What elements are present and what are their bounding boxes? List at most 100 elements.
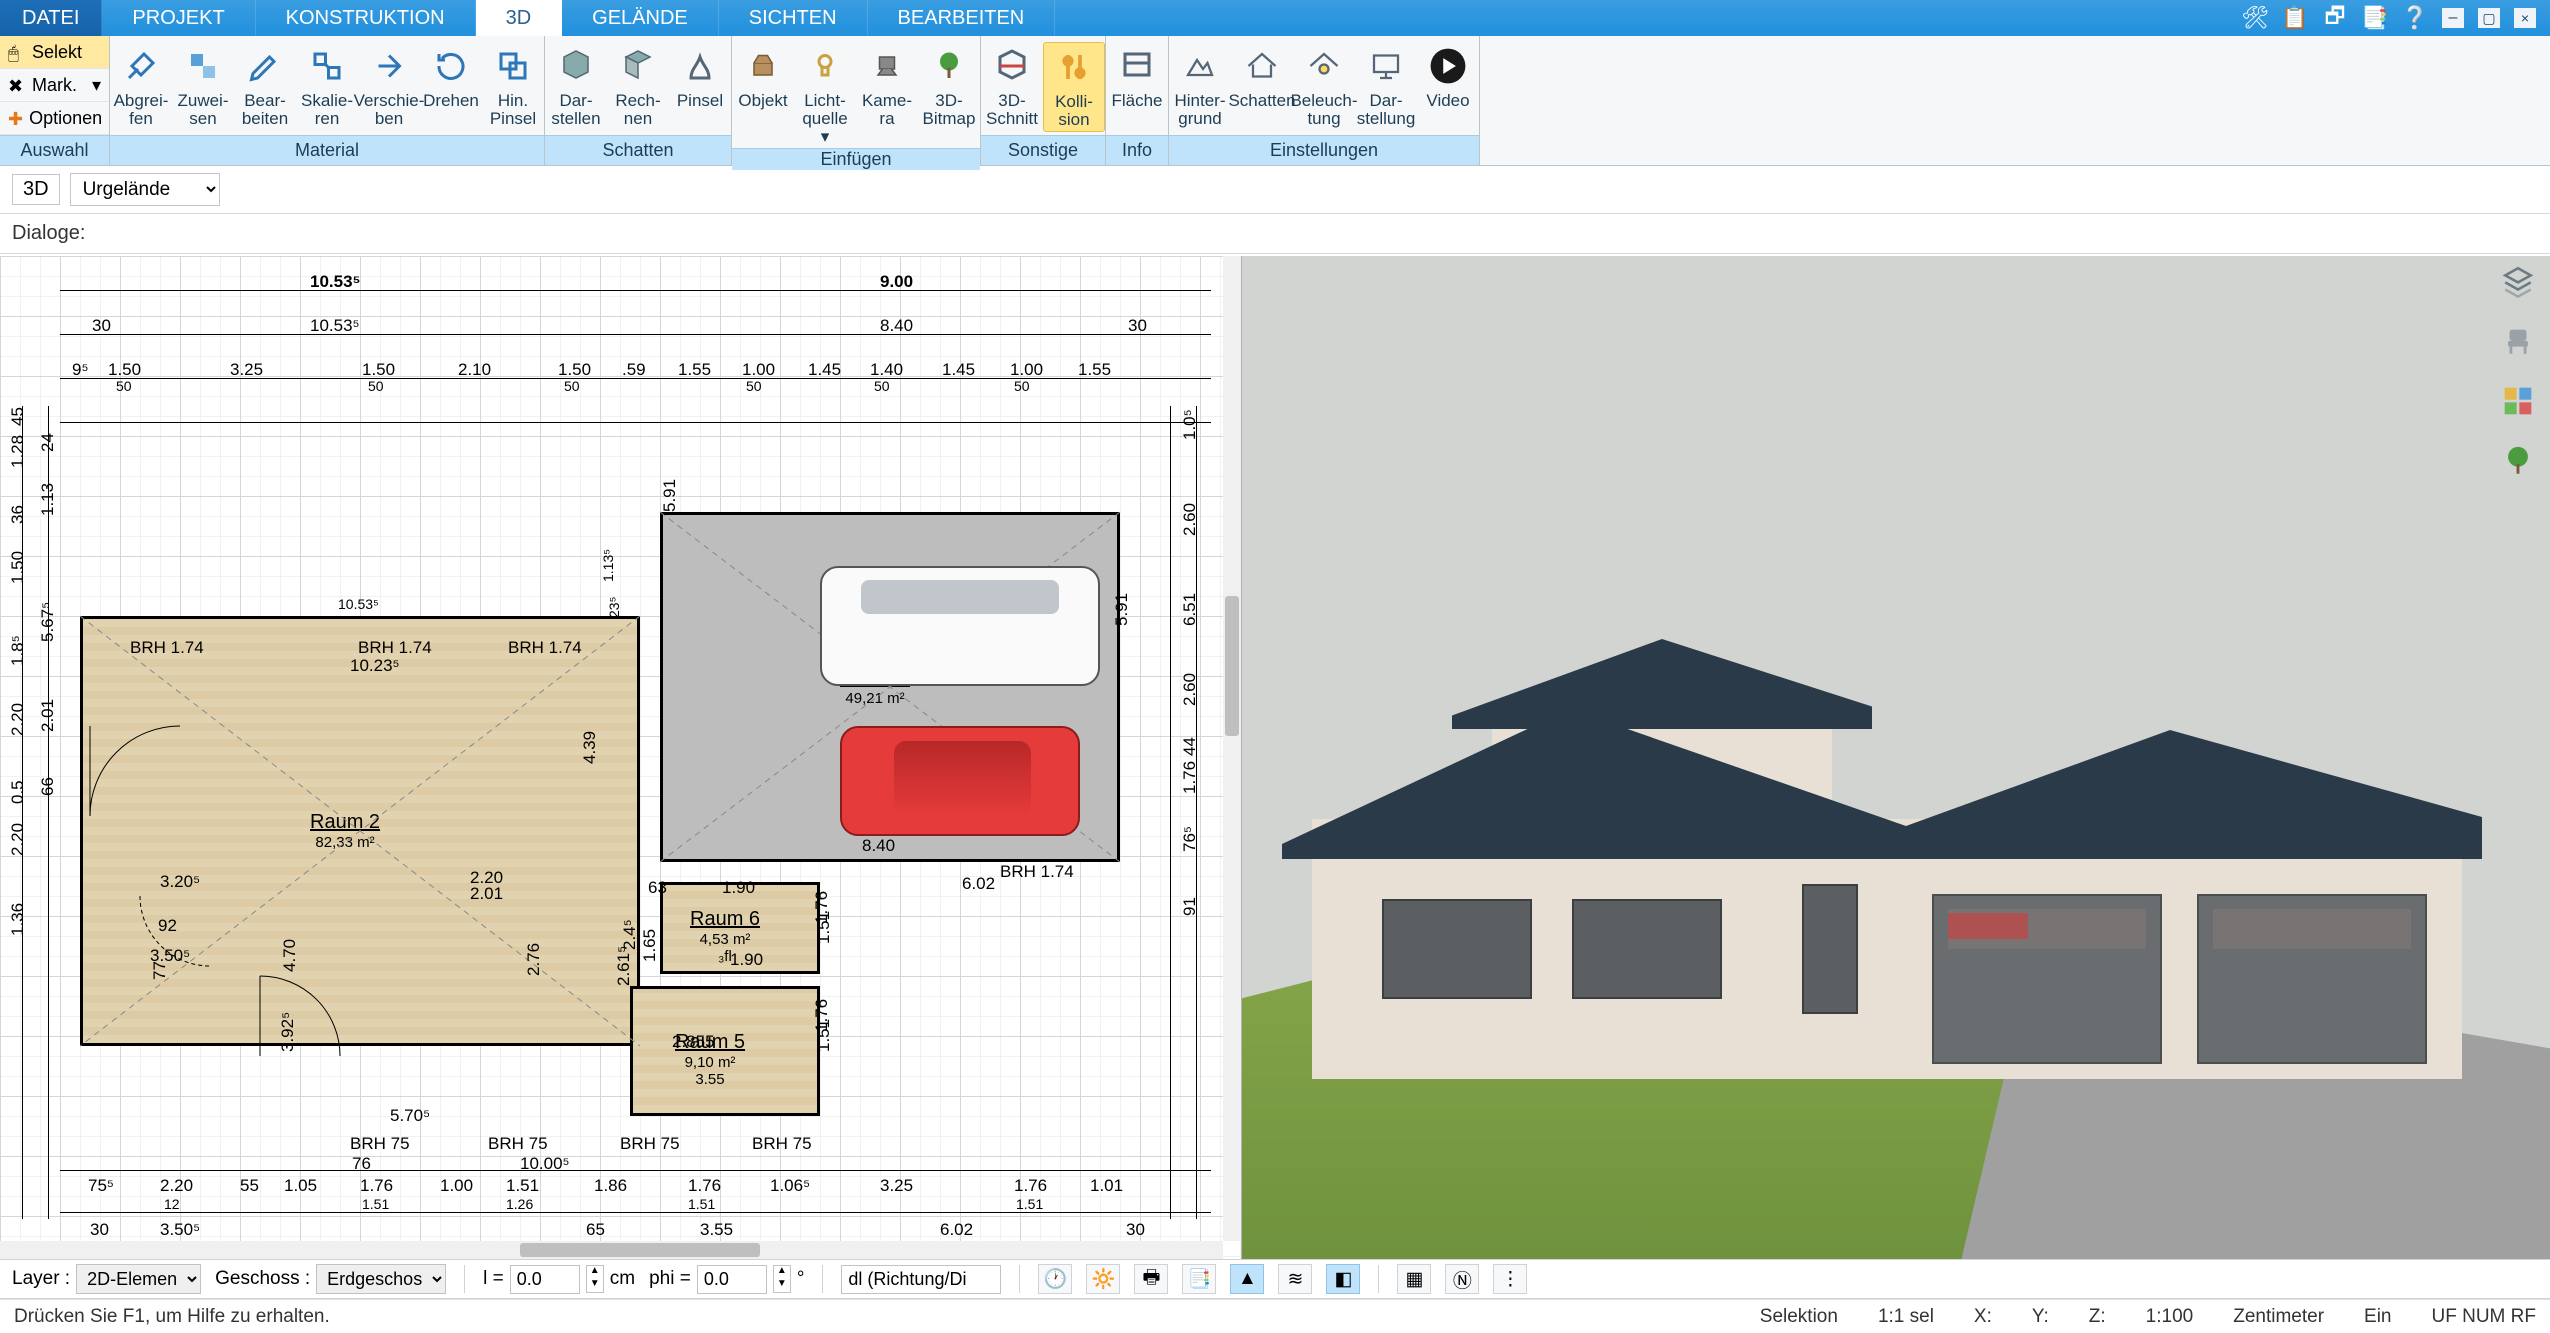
phi-input[interactable] xyxy=(697,1265,767,1294)
tool-icon-2[interactable]: 📋 xyxy=(2282,5,2308,31)
sub-bar: 3D Urgelände xyxy=(0,166,2550,214)
copy-icon[interactable]: 📑 xyxy=(1182,1264,1216,1294)
dimension-label: 1.26 xyxy=(506,1196,533,1212)
tool-pinsel[interactable]: Pinsel xyxy=(669,42,731,112)
tool-objekt[interactable]: Objekt xyxy=(732,42,794,112)
layer-select[interactable]: 2D-Elemen xyxy=(76,1264,201,1294)
dimension-label: .59 xyxy=(622,360,646,380)
h-scrollbar[interactable] xyxy=(0,1241,1223,1259)
main-area: 10.53⁵9.0010.53⁵8.409⁵1.503.251.502.101.… xyxy=(0,256,2550,1259)
tool-kamera[interactable]: Kame- ra xyxy=(856,42,918,130)
minimize-icon[interactable]: – xyxy=(2442,8,2464,28)
help-text: Drücken Sie F1, um Hilfe zu erhalten. xyxy=(14,1306,330,1328)
l-input[interactable] xyxy=(510,1265,580,1294)
auswahl-group-label: Auswahl xyxy=(0,135,109,165)
layer-combo[interactable]: Urgelände xyxy=(70,173,220,206)
ribbon-group-sonstige: 3D- SchnittKolli- sionSonstige xyxy=(981,36,1106,165)
dimension-label: 50 xyxy=(746,378,762,394)
dimension-label: 6.02 xyxy=(962,874,995,894)
tool-abgreifen[interactable]: Abgrei- fen xyxy=(110,42,172,130)
ribbon-group-info: FlächeInfo xyxy=(1106,36,1169,165)
l-spinner[interactable]: ▲▼ xyxy=(586,1265,604,1293)
toggle-3[interactable]: ◧ xyxy=(1326,1264,1360,1294)
geschoss-select[interactable]: Erdgeschos xyxy=(316,1264,446,1294)
mark-button[interactable]: ✖Mark.▾ xyxy=(0,69,109,102)
sun-icon[interactable]: 🔆 xyxy=(1086,1264,1120,1294)
phi-spinner[interactable]: ▲▼ xyxy=(773,1265,791,1293)
tool-icon-4[interactable]: 📑 xyxy=(2362,5,2388,31)
tool-video[interactable]: Video xyxy=(1417,42,1479,112)
menu-tab-gelaende[interactable]: GELÄNDE xyxy=(562,0,719,36)
menu-tab-3d[interactable]: 3D xyxy=(476,0,563,36)
toggle-2[interactable]: ≋ xyxy=(1278,1264,1312,1294)
tree-icon[interactable] xyxy=(2499,442,2537,480)
dimension-label: 2.20 xyxy=(8,823,28,856)
clock-icon[interactable]: 🕐 xyxy=(1038,1264,1072,1294)
dimension-label: 77 xyxy=(150,961,170,980)
grid-toggle[interactable]: ▦ xyxy=(1397,1264,1431,1294)
chair-icon[interactable] xyxy=(2499,322,2537,360)
tool-icon-1[interactable]: 🛠 xyxy=(2242,5,2268,31)
layers-icon[interactable] xyxy=(2499,262,2537,300)
tool-rechnen[interactable]: Rech- nen xyxy=(607,42,669,130)
selekt-button[interactable]: 🖱Selekt xyxy=(0,36,109,69)
dimension-label: BRH 1.74 xyxy=(1000,862,1074,882)
more-icon[interactable]: ⋮ xyxy=(1493,1264,1527,1294)
restore-icon[interactable]: ▢ xyxy=(2478,8,2500,28)
v-scrollbar[interactable] xyxy=(1223,256,1241,1241)
dimension-label: 50 xyxy=(1014,378,1030,394)
help-icon[interactable]: ❔ xyxy=(2402,5,2428,31)
dimension-label: 1.50 xyxy=(362,360,395,380)
palette-icon[interactable] xyxy=(2499,382,2537,420)
tool-lichtquelle[interactable]: Licht- quelle ▾ xyxy=(794,42,856,148)
tool-schatten[interactable]: Schatten xyxy=(1231,42,1293,112)
menu-tab-konstruktion[interactable]: KONSTRUKTION xyxy=(256,0,476,36)
dimension-label: 1.90 xyxy=(730,950,763,970)
menu-tab-bearbeiten[interactable]: BEARBEITEN xyxy=(868,0,1056,36)
tool-skalieren[interactable]: Skalie- ren xyxy=(296,42,358,130)
layer-field: Layer : 2D-Elemen xyxy=(12,1264,201,1294)
dimension-label: 92 xyxy=(158,916,177,936)
dimension-label: 5.91 xyxy=(660,479,680,512)
tool-hintergrund[interactable]: Hinter- grund xyxy=(1169,42,1231,130)
optionen-button[interactable]: ✚Optionen xyxy=(0,102,109,135)
dimension-label: 2.60 xyxy=(1180,503,1200,536)
tool-bearbeiten[interactable]: Bear- beiten xyxy=(234,42,296,130)
tool-beleuchtung[interactable]: Beleuch- tung xyxy=(1293,42,1355,130)
tool-dbitmap[interactable]: 3D- Bitmap xyxy=(918,42,980,130)
dimension-label: 2.20 xyxy=(8,703,28,736)
print-icon[interactable]: 🖶 xyxy=(1134,1264,1168,1294)
h-scroll-thumb[interactable] xyxy=(520,1243,760,1257)
tool-darstellen[interactable]: Dar- stellen xyxy=(545,42,607,130)
close-inner-icon[interactable]: × xyxy=(2514,8,2536,28)
tool-verschieben[interactable]: Verschie- ben xyxy=(358,42,420,130)
v-scroll-thumb[interactable] xyxy=(1225,596,1239,736)
dimension-label: 5.70⁵ xyxy=(390,1106,430,1126)
menu-tab-projekt[interactable]: PROJEKT xyxy=(102,0,255,36)
menu-tab-datei[interactable]: DATEI xyxy=(0,0,102,36)
dimension-label: 10.00⁵ xyxy=(520,1154,570,1174)
dimension-label: 1.40 xyxy=(870,360,903,380)
dimension-label: BRH 75 xyxy=(488,1134,548,1154)
tool-icon-3[interactable]: 🗗 xyxy=(2322,5,2348,31)
tool-darstellung[interactable]: Dar- stellung xyxy=(1355,42,1417,130)
view-mode-3d[interactable]: 3D xyxy=(12,174,60,205)
tool-hinpinsel[interactable]: Hin. Pinsel xyxy=(482,42,544,130)
ribbon-group-einstellungen: Hinter- grundSchattenBeleuch- tungDar- s… xyxy=(1169,36,1480,165)
tool-drehen[interactable]: Drehen xyxy=(420,42,482,112)
render-pane[interactable] xyxy=(1242,256,2550,1259)
toggle-1[interactable]: ▲ xyxy=(1230,1264,1264,1294)
tool-kollision[interactable]: Kolli- sion xyxy=(1043,42,1105,132)
dimension-label: 1.51 xyxy=(688,1196,715,1212)
tool-flche[interactable]: Fläche xyxy=(1106,42,1168,112)
tool-dschnitt[interactable]: 3D- Schnitt xyxy=(981,42,1043,130)
north-icon[interactable]: Ⓝ xyxy=(1445,1264,1479,1294)
menu-tab-sichten[interactable]: SICHTEN xyxy=(719,0,868,36)
tool-zuweisen[interactable]: Zuwei- sen xyxy=(172,42,234,130)
floorplan-pane[interactable]: 10.53⁵9.0010.53⁵8.409⁵1.503.251.502.101.… xyxy=(0,256,1242,1259)
dimension-label: 30 xyxy=(1126,1220,1145,1240)
dl-input[interactable] xyxy=(841,1265,1001,1294)
dimension-label: 1.50 xyxy=(108,360,141,380)
dimension-label: 44 xyxy=(1180,737,1200,756)
room-label: Raum 282,33 m² xyxy=(310,811,380,851)
